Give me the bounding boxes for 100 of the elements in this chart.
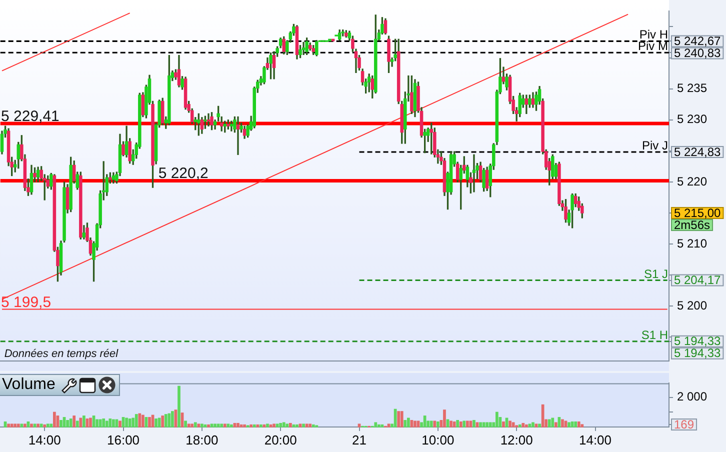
series-label: S1 J [644, 266, 668, 281]
bar [580, 424, 584, 428]
text: 2m56s [674, 218, 710, 232]
bar [4, 421, 7, 428]
bar [450, 420, 452, 428]
bar [568, 422, 570, 428]
bar [282, 422, 286, 428]
bar [190, 424, 194, 428]
y-tick-label: 5 215,00 [674, 206, 722, 220]
bar [554, 422, 558, 428]
y-tick-label: 5 235 [677, 81, 708, 96]
bar [82, 416, 86, 428]
chart-title: Volume [2, 376, 56, 393]
bar [105, 420, 108, 428]
candlestick [328, 38, 332, 42]
bar [459, 421, 462, 428]
bar [528, 424, 532, 428]
bar [397, 411, 400, 428]
bar [69, 418, 72, 428]
bar [502, 421, 505, 428]
bar [197, 424, 200, 428]
bar [33, 424, 36, 428]
x-tick-label: 16:00 [107, 432, 140, 448]
bar [79, 418, 82, 428]
bar [10, 424, 14, 428]
bar [512, 422, 515, 428]
bar [16, 424, 20, 428]
bar [532, 422, 534, 428]
bar [443, 410, 446, 428]
bar [466, 420, 469, 428]
bar [134, 414, 138, 428]
bar [178, 386, 180, 428]
bar [20, 424, 24, 428]
bar [50, 424, 53, 428]
ref-line-label: Piv H [639, 28, 668, 42]
bar [462, 420, 466, 428]
bar [469, 420, 472, 428]
bar [308, 424, 312, 428]
x-tick-label: 14:00 [28, 432, 61, 448]
bar [358, 424, 361, 428]
bar [286, 424, 289, 428]
bar [24, 424, 26, 428]
bar [495, 412, 498, 428]
bar [250, 424, 253, 428]
bar [446, 419, 450, 428]
bar [161, 416, 164, 428]
bar [216, 424, 220, 428]
bar [60, 420, 62, 428]
bar [276, 424, 279, 428]
y-tick-label: 5 200 [677, 298, 708, 312]
bar [125, 418, 128, 428]
bar [220, 424, 224, 428]
bar [279, 422, 282, 428]
candlestick [206, 113, 210, 126]
bar [452, 421, 456, 428]
bar [204, 424, 207, 428]
bar [154, 418, 158, 428]
bar [574, 421, 578, 428]
bar [236, 422, 240, 428]
y-tick-label: 5 194,33 [674, 334, 722, 348]
bar [226, 424, 230, 428]
y-tick-label: 2 000 [677, 390, 708, 404]
bar [433, 420, 436, 428]
bar [164, 414, 168, 428]
bar [534, 424, 538, 428]
bar [184, 420, 187, 428]
bar [7, 424, 10, 428]
bar [298, 424, 302, 428]
bar [118, 420, 122, 428]
bar [374, 422, 378, 428]
bar [272, 424, 276, 428]
bar [148, 417, 151, 428]
bar [89, 418, 92, 428]
bar [561, 419, 564, 428]
bar [14, 424, 17, 428]
bar [414, 420, 416, 428]
bar [262, 424, 266, 428]
bar [76, 420, 79, 428]
bar [46, 424, 50, 428]
y-tick-label: 5 242,67 [674, 34, 722, 48]
bar [524, 424, 528, 428]
bar [240, 424, 243, 428]
bar [40, 424, 43, 428]
y-tick-label: 5 210 [677, 236, 708, 250]
bar [551, 418, 554, 428]
bar [214, 424, 216, 428]
bar [476, 422, 479, 428]
annotation: Données en temps réel [4, 348, 119, 360]
bar [233, 422, 236, 428]
bar [194, 422, 197, 428]
bar [102, 418, 106, 428]
bar [223, 424, 226, 428]
candlestick [236, 116, 240, 155]
ref-line-label: 5 229,41 [1, 108, 60, 126]
bar [486, 422, 489, 428]
ref-line-label: S1 H [641, 328, 668, 342]
bar [577, 421, 580, 428]
bar [200, 424, 204, 428]
bar [430, 420, 433, 428]
bar [132, 418, 135, 428]
